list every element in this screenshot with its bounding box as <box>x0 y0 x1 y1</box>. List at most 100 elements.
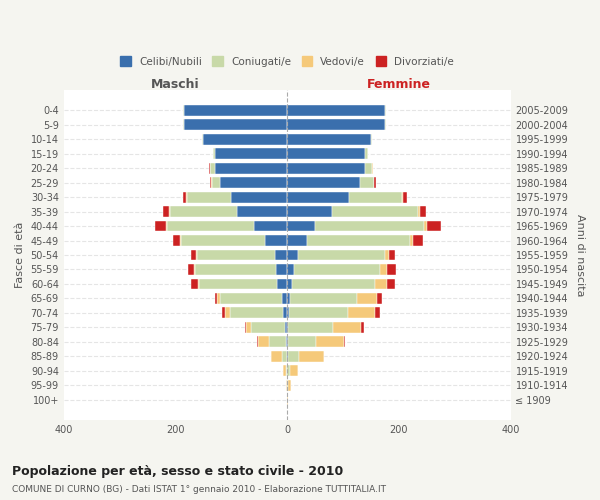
Bar <box>315 220 424 232</box>
Bar <box>376 278 386 289</box>
Bar <box>257 336 258 347</box>
Bar <box>307 235 410 246</box>
Text: COMUNE DI CURNO (BG) - Dati ISTAT 1° gennaio 2010 - Elaborazione TUTTITALIA.IT: COMUNE DI CURNO (BG) - Dati ISTAT 1° gen… <box>12 485 386 494</box>
Bar <box>299 351 324 362</box>
Bar <box>287 177 360 188</box>
Bar <box>198 278 199 289</box>
Bar <box>188 264 194 275</box>
Bar <box>265 235 287 246</box>
Bar <box>287 206 332 217</box>
Bar <box>287 366 290 376</box>
Bar <box>287 250 298 260</box>
Bar <box>287 264 294 275</box>
Bar <box>385 120 386 130</box>
Bar <box>365 148 368 159</box>
Bar <box>277 278 287 289</box>
Bar <box>287 235 307 246</box>
Bar <box>223 308 225 318</box>
Bar <box>377 293 382 304</box>
Y-axis label: Fasce di età: Fasce di età <box>15 222 25 288</box>
Bar <box>269 336 286 347</box>
Bar <box>286 336 287 347</box>
Bar <box>191 278 198 289</box>
Bar <box>283 366 286 376</box>
Bar <box>237 206 287 217</box>
Bar <box>290 293 357 304</box>
Bar <box>344 336 345 347</box>
Bar <box>163 206 169 217</box>
Bar <box>271 351 282 362</box>
Text: Popolazione per età, sesso e stato civile - 2010: Popolazione per età, sesso e stato civil… <box>12 465 343 478</box>
Bar <box>275 250 287 260</box>
Bar <box>166 220 167 232</box>
Bar <box>290 366 298 376</box>
Bar <box>215 162 287 173</box>
Bar <box>183 105 184 116</box>
Bar <box>276 264 287 275</box>
Bar <box>180 235 181 246</box>
Bar <box>376 308 380 318</box>
Bar <box>385 250 389 260</box>
Bar <box>197 250 275 260</box>
Bar <box>289 308 347 318</box>
Bar <box>184 105 287 116</box>
Bar <box>283 308 287 318</box>
Bar <box>298 250 385 260</box>
Bar <box>215 148 287 159</box>
Bar <box>287 394 289 405</box>
Bar <box>410 235 413 246</box>
Bar <box>258 336 269 347</box>
Bar <box>281 293 287 304</box>
Bar <box>287 278 292 289</box>
Bar <box>294 264 380 275</box>
Bar <box>287 336 289 347</box>
Bar <box>167 220 254 232</box>
Bar <box>424 220 427 232</box>
Bar <box>287 162 365 173</box>
Bar <box>212 177 220 188</box>
Bar <box>288 380 290 390</box>
Bar <box>287 192 349 202</box>
Bar <box>285 322 287 333</box>
Bar <box>333 322 361 333</box>
Bar <box>232 192 287 202</box>
Bar <box>332 206 418 217</box>
Bar <box>371 134 372 144</box>
Bar <box>374 177 376 188</box>
Bar <box>385 105 386 116</box>
Bar <box>286 380 287 390</box>
Bar <box>389 250 395 260</box>
Bar <box>360 177 374 188</box>
Bar <box>357 293 377 304</box>
Bar <box>386 278 395 289</box>
Bar <box>203 134 287 144</box>
Bar <box>287 308 289 318</box>
Bar <box>403 192 407 202</box>
Bar <box>288 351 299 362</box>
Bar <box>418 206 419 217</box>
Bar <box>187 192 232 202</box>
Bar <box>173 235 180 246</box>
Bar <box>292 278 376 289</box>
Bar <box>380 264 387 275</box>
Bar <box>214 148 215 159</box>
Bar <box>194 264 195 275</box>
Bar <box>413 235 423 246</box>
Bar <box>316 336 344 347</box>
Bar <box>210 177 211 188</box>
Bar <box>191 250 196 260</box>
Bar <box>289 322 333 333</box>
Bar <box>181 235 265 246</box>
Legend: Celibi/Nubili, Coniugati/e, Vedovi/e, Divorziati/e: Celibi/Nubili, Coniugati/e, Vedovi/e, Di… <box>116 52 458 70</box>
Bar <box>365 162 372 173</box>
Bar <box>199 278 277 289</box>
Bar <box>246 322 251 333</box>
Bar <box>286 366 287 376</box>
Bar <box>254 220 287 232</box>
Bar <box>287 220 315 232</box>
Bar <box>220 293 281 304</box>
Bar <box>184 192 186 202</box>
Text: Maschi: Maschi <box>151 78 200 92</box>
Bar <box>387 264 395 275</box>
Bar <box>251 322 285 333</box>
